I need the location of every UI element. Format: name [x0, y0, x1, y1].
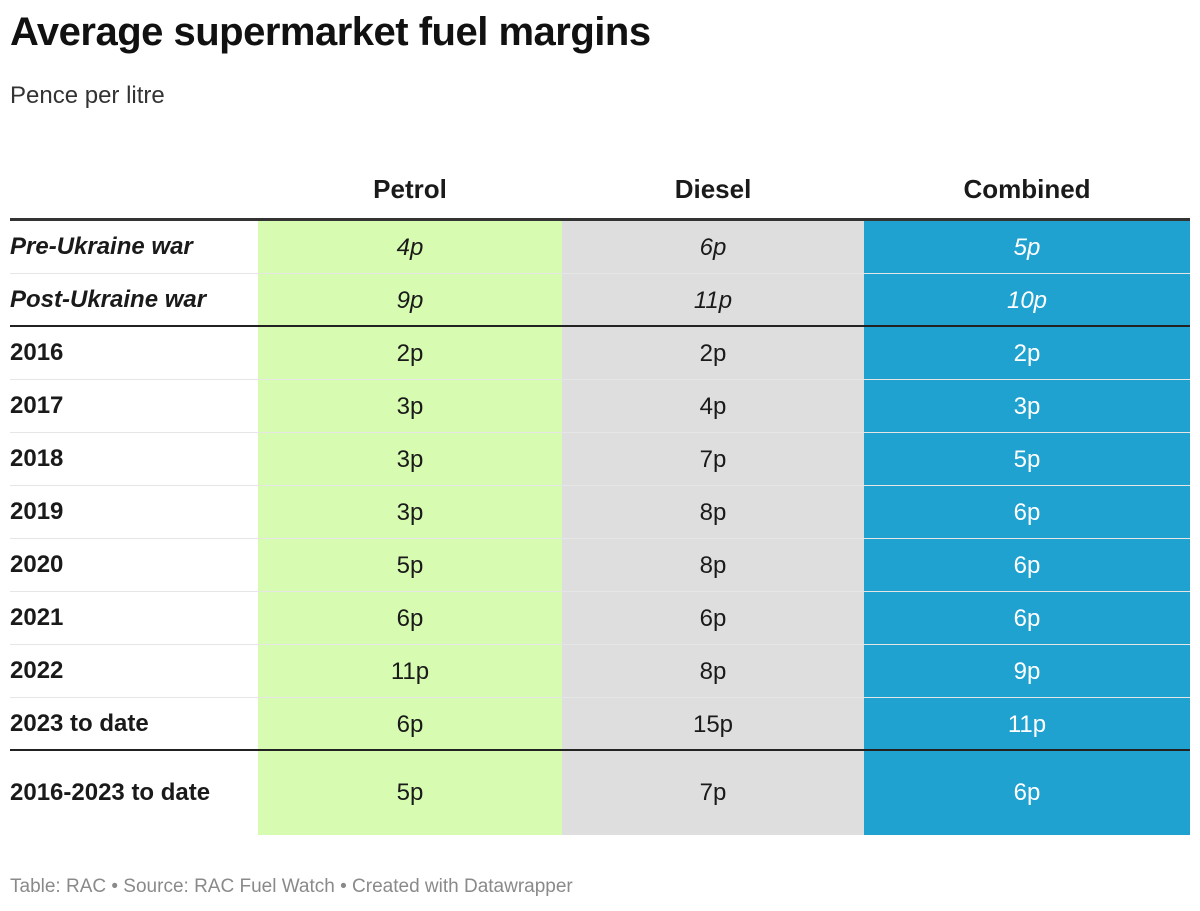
- row-divider: [10, 379, 1190, 380]
- row-label: 2020: [10, 551, 64, 579]
- petrol-cell: 6p: [258, 592, 562, 645]
- table-row: Pre-Ukraine war 4p 6p 5p: [10, 221, 1190, 274]
- table-header: Petrol Diesel Combined: [10, 160, 1190, 221]
- petrol-cell: 6p: [258, 698, 562, 751]
- diesel-cell: 6p: [562, 221, 864, 274]
- petrol-cell: 2p: [258, 327, 562, 380]
- row-divider: [10, 273, 1190, 274]
- table-row: 2019 3p 8p 6p: [10, 486, 1190, 539]
- combined-cell: 6p: [864, 486, 1190, 539]
- header-petrol: Petrol: [373, 173, 447, 204]
- combined-cell: 9p: [864, 645, 1190, 698]
- petrol-cell: 11p: [258, 645, 562, 698]
- row-label: 2016: [10, 339, 64, 367]
- row-label: 2019: [10, 498, 64, 526]
- row-divider: [10, 432, 1190, 433]
- combined-cell: 2p: [864, 327, 1190, 380]
- diesel-cell: 7p: [562, 433, 864, 486]
- diesel-cell: 6p: [562, 592, 864, 645]
- combined-cell: 3p: [864, 380, 1190, 433]
- petrol-cell: 4p: [258, 221, 562, 274]
- diesel-cell: 8p: [562, 486, 864, 539]
- row-divider: [10, 697, 1190, 698]
- header-diesel: Diesel: [674, 173, 752, 204]
- chart-footer: Table: RAC • Source: RAC Fuel Watch • Cr…: [10, 876, 573, 897]
- combined-cell: 5p: [864, 433, 1190, 486]
- combined-cell: 10p: [864, 274, 1190, 327]
- row-divider: [10, 325, 1190, 327]
- table-row: 2023 to date 6p 15p 11p: [10, 698, 1190, 751]
- diesel-cell: 8p: [562, 539, 864, 592]
- combined-cell: 6p: [864, 592, 1190, 645]
- chart-subtitle: Pence per litre: [10, 82, 165, 109]
- combined-cell: 5p: [864, 221, 1190, 274]
- row-divider: [10, 749, 1190, 751]
- diesel-cell: 8p: [562, 645, 864, 698]
- diesel-cell: 4p: [562, 380, 864, 433]
- combined-cell: 11p: [864, 698, 1190, 751]
- row-label: Pre-Ukraine war: [10, 233, 193, 261]
- row-divider: [10, 644, 1190, 645]
- row-label: 2023 to date: [10, 710, 149, 738]
- table-row: 2020 5p 8p 6p: [10, 539, 1190, 592]
- table-row: 2016-2023 to date 5p 7p 6p: [10, 751, 1190, 835]
- row-label: 2017: [10, 392, 64, 420]
- diesel-cell: 2p: [562, 327, 864, 380]
- table-row: 2017 3p 4p 3p: [10, 380, 1190, 433]
- header-combined: Combined: [963, 173, 1091, 204]
- row-divider: [10, 485, 1190, 486]
- table-row: Post-Ukraine war 9p 11p 10p: [10, 274, 1190, 327]
- data-table: Petrol Diesel Combined Pre-Ukraine war 4…: [10, 160, 1190, 835]
- petrol-cell: 9p: [258, 274, 562, 327]
- row-label: 2016-2023 to date: [10, 778, 211, 806]
- diesel-cell: 7p: [562, 751, 864, 835]
- petrol-cell: 3p: [258, 433, 562, 486]
- table-row: 2018 3p 7p 5p: [10, 433, 1190, 486]
- combined-cell: 6p: [864, 539, 1190, 592]
- row-label: 2021: [10, 604, 64, 632]
- row-divider: [10, 591, 1190, 592]
- petrol-cell: 5p: [258, 539, 562, 592]
- table-row: 2021 6p 6p 6p: [10, 592, 1190, 645]
- combined-cell: 6p: [864, 751, 1190, 835]
- chart-title: Average supermarket fuel margins: [10, 10, 651, 54]
- petrol-cell: 3p: [258, 380, 562, 433]
- row-label: 2022: [10, 657, 64, 685]
- table-row: 2016 2p 2p 2p: [10, 327, 1190, 380]
- row-label: Post-Ukraine war: [10, 286, 207, 314]
- petrol-cell: 5p: [258, 751, 562, 835]
- petrol-cell: 3p: [258, 486, 562, 539]
- diesel-cell: 15p: [562, 698, 864, 751]
- diesel-cell: 11p: [562, 274, 864, 327]
- table-row: 2022 11p 8p 9p: [10, 645, 1190, 698]
- row-divider: [10, 538, 1190, 539]
- row-label: 2018: [10, 445, 64, 473]
